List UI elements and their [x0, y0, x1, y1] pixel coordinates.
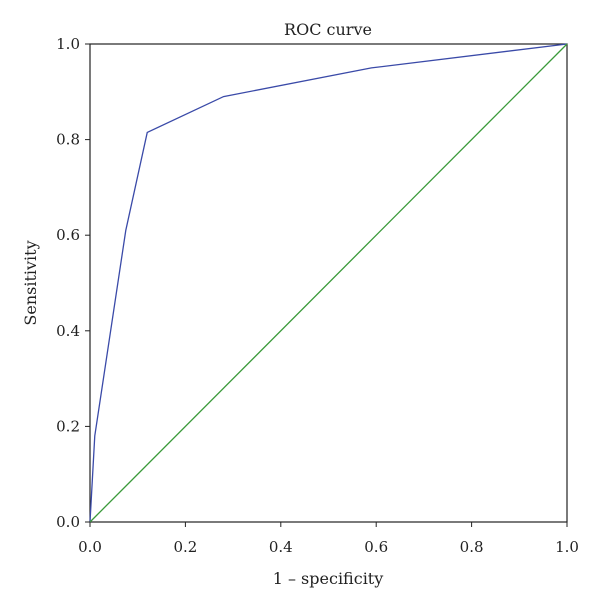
x-tick-label: 0.2 — [173, 538, 197, 556]
y-tick-label: 0.0 — [56, 513, 80, 531]
y-tick-label: 0.4 — [56, 322, 80, 340]
chart-title: ROC curve — [284, 20, 372, 39]
series-layer — [89, 43, 568, 523]
x-tick-label: 1.0 — [555, 538, 579, 556]
roc-curve-line — [89, 43, 568, 523]
reference-diagonal-line — [89, 43, 568, 523]
x-tick-label: 0.0 — [78, 538, 102, 556]
x-tick-label: 0.4 — [269, 538, 293, 556]
y-axis-ticks: 0.0 0.2 0.4 0.6 0.8 1.0 — [56, 35, 90, 531]
y-tick-label: 0.6 — [56, 226, 80, 244]
plot-frame — [89, 43, 568, 523]
y-tick-label: 1.0 — [56, 35, 80, 53]
x-tick-label: 0.8 — [460, 538, 484, 556]
x-tick-label: 0.6 — [364, 538, 388, 556]
x-axis-label: 1 – specificity — [273, 569, 384, 588]
y-axis-label: Sensitivity — [21, 240, 40, 325]
x-axis-ticks: 0.0 0.2 0.4 0.6 0.8 1.0 — [78, 522, 579, 556]
y-tick-label: 0.8 — [56, 131, 80, 149]
y-tick-label: 0.2 — [56, 417, 80, 435]
